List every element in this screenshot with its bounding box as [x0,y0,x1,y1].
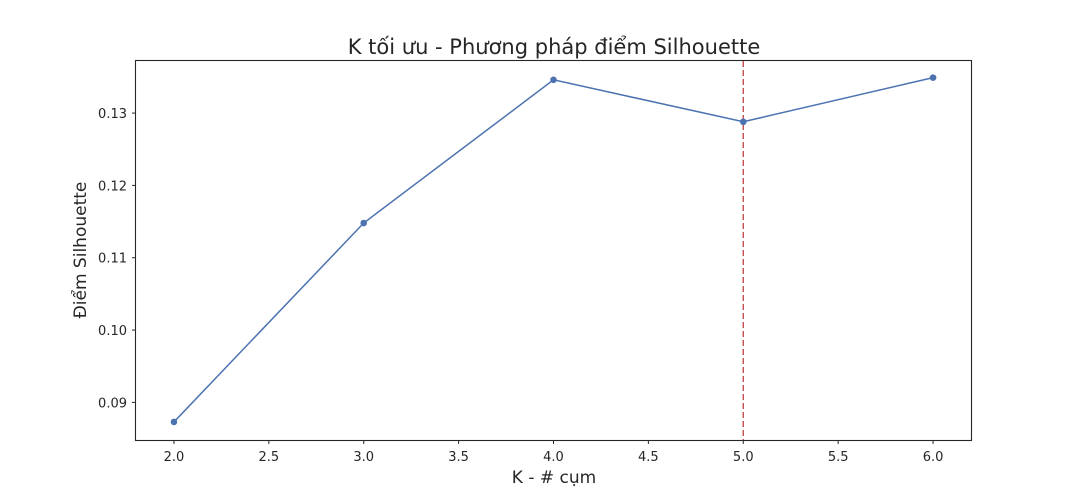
x-tick-label: 3.5 [448,450,469,465]
x-tick-label: 4.5 [638,450,659,465]
data-points [170,74,937,426]
y-tick-label: 0.12 [98,179,127,194]
x-axis-label: K - # cụm [512,468,596,488]
y-tick-label: 0.13 [98,107,127,122]
x-tick-label: 2.5 [258,450,279,465]
y-tick-label: 0.11 [98,252,127,267]
chart-title: K tối ưu - Phương pháp điểm Silhouette [348,35,761,59]
y-axis-ticks: 0.09 0.10 0.11 0.12 0.13 [98,107,136,411]
x-axis-ticks: 2.0 2.5 3.0 3.5 4.0 4.5 5.0 5.5 6.0 [164,440,944,465]
data-point [170,418,178,426]
x-tick-label: 6.0 [923,450,944,465]
data-point [550,76,557,84]
x-tick-label: 4.0 [543,450,564,465]
x-tick-label: 5.5 [828,450,849,465]
y-tick-label: 0.10 [98,324,127,339]
y-tick-label: 0.09 [98,396,127,411]
data-point [929,74,937,81]
data-point [360,219,368,227]
x-tick-label: 3.0 [353,450,374,465]
x-tick-label: 2.0 [164,450,185,465]
y-axis-label: Điểm Silhouette [70,182,91,319]
x-tick-label: 5.0 [733,450,754,465]
data-point [739,118,747,126]
plot-area [134,59,973,442]
